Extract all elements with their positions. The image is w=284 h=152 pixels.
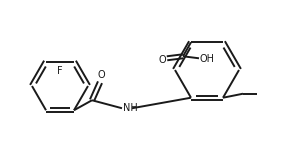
Text: F: F bbox=[57, 66, 63, 76]
Text: OH: OH bbox=[200, 54, 215, 64]
Text: NH: NH bbox=[123, 103, 138, 113]
Text: O: O bbox=[97, 70, 105, 80]
Text: O: O bbox=[158, 55, 166, 65]
